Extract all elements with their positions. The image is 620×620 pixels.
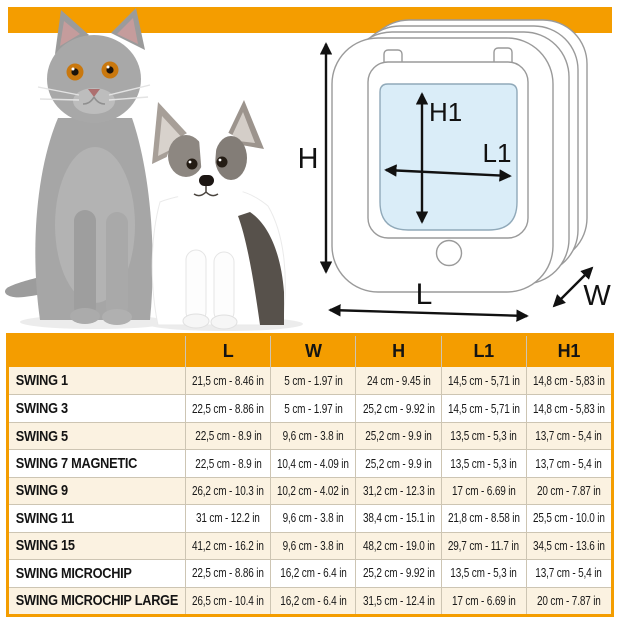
header-w: W: [270, 336, 355, 367]
table-row: SWING 9 26,2 cm - 10.3 in 10,2 cm - 4.02 …: [9, 476, 611, 505]
dimension-cell: 26,2 cm - 10.3 in: [185, 477, 270, 505]
dimensions-table: L W H L1 H1 SWING 1 21,5 cm - 8.46 in 5 c…: [6, 333, 614, 617]
dimension-cell: 14,8 cm - 5,83 in: [525, 395, 611, 422]
dimension-cell: 16,2 cm - 6.4 in: [270, 587, 355, 614]
label-l: L: [416, 278, 433, 311]
dimension-cell: 13,7 cm - 5,4 in: [525, 560, 611, 587]
dimension-cell: 41,2 cm - 16.2 in: [185, 532, 270, 560]
dimension-cell: 34,5 cm - 13.6 in: [525, 532, 611, 560]
label-h: H: [300, 143, 318, 175]
dimension-cell: 5 cm - 1.97 in: [270, 395, 355, 422]
dimension-cell: 13,5 cm - 5,3 in: [440, 450, 526, 477]
dimension-cell: 10,2 cm - 4.02 in: [270, 477, 355, 505]
header-l1: L1: [440, 336, 526, 367]
table-header-row: L W H L1 H1: [9, 336, 611, 367]
header-model: [9, 336, 185, 367]
table-row: SWING 15 41,2 cm - 16.2 in 9,6 cm - 3.8 i…: [9, 531, 611, 560]
dog-eye: [186, 158, 198, 170]
model-name-cell: SWING MICROCHIP LARGE: [15, 592, 179, 610]
header-l: L: [185, 336, 270, 367]
table-row: SWING 5 22,5 cm - 8.9 in 9,6 cm - 3.8 in 2…: [9, 421, 611, 450]
dimension-cell: 26,5 cm - 10.4 in: [185, 587, 270, 614]
dimension-arrow-l: [328, 304, 529, 322]
dog-illustration: [151, 100, 286, 330]
table-row: SWING MICROCHIP LARGE 26,5 cm - 10.4 in 1…: [9, 586, 611, 614]
cat-illustration: [4, 8, 153, 325]
dimension-cell: 13,5 cm - 5,3 in: [440, 422, 526, 450]
dimension-cell: 25,2 cm - 9.92 in: [355, 395, 440, 422]
dimension-arrow-w: [552, 266, 594, 308]
dimension-cell: 24 cm - 9.45 in: [355, 367, 440, 395]
hero-section: H H1 L1 L W: [4, 8, 611, 331]
dimension-cell: 20 cm - 7.87 in: [525, 587, 611, 614]
table-row: SWING 7 MAGNETIC 22,5 cm - 8.9 in 10,4 cm…: [9, 449, 611, 477]
table-row: SWING MICROCHIP 22,5 cm - 8.86 in 16,2 cm…: [9, 559, 611, 587]
dimension-cell: 25,2 cm - 9.9 in: [355, 422, 440, 450]
table-row: SWING 11 31 cm - 12.2 in 9,6 cm - 3.8 in 3…: [9, 504, 611, 532]
label-l1: L1: [483, 138, 512, 168]
dimension-cell: 13,7 cm - 5,4 in: [525, 422, 611, 450]
dimension-cell: 31 cm - 12.2 in: [185, 505, 270, 532]
label-w: W: [583, 280, 611, 312]
model-name-cell: SWING 7 MAGNETIC: [15, 455, 138, 473]
dimension-cell: 31,5 cm - 12.4 in: [355, 587, 440, 614]
dimension-cell: 14,8 cm - 5,83 in: [525, 367, 611, 395]
dimension-cell: 25,2 cm - 9.9 in: [355, 450, 440, 477]
dimension-cell: 31,2 cm - 12.3 in: [355, 477, 440, 505]
dimension-cell: 48,2 cm - 19.0 in: [355, 532, 440, 560]
dimension-cell: 17 cm - 6.69 in: [440, 477, 526, 505]
dimension-cell: 38,4 cm - 15.1 in: [355, 505, 440, 532]
dimension-cell: 20 cm - 7.87 in: [525, 477, 611, 505]
dimension-cell: 22,5 cm - 8.86 in: [185, 395, 270, 422]
model-name-cell: SWING 3: [15, 400, 68, 418]
pets-photo: [4, 8, 303, 331]
dimension-cell: 22,5 cm - 8.86 in: [185, 560, 270, 587]
model-name-cell: SWING 9: [15, 482, 68, 500]
dimension-cell: 22,5 cm - 8.9 in: [185, 422, 270, 450]
dimension-cell: 25,2 cm - 9.92 in: [355, 560, 440, 587]
table-row: SWING 1 21,5 cm - 8.46 in 5 cm - 1.97 in 2…: [9, 367, 611, 395]
dimension-cell: 13,7 cm - 5,4 in: [525, 450, 611, 477]
label-h1: H1: [429, 97, 462, 127]
dimension-cell: 21,8 cm - 8.58 in: [440, 505, 526, 532]
dimension-cell: 16,2 cm - 6.4 in: [270, 560, 355, 587]
dimension-cell: 9,6 cm - 3.8 in: [270, 532, 355, 560]
dimension-cell: 9,6 cm - 3.8 in: [270, 505, 355, 532]
table-row: SWING 3 22,5 cm - 8.86 in 5 cm - 1.97 in 2…: [9, 394, 611, 422]
flap-knob: [435, 239, 463, 267]
model-name-cell: SWING 15: [15, 537, 75, 555]
model-name-cell: SWING 11: [15, 509, 74, 527]
model-name-cell: SWING 5: [15, 427, 68, 445]
model-name-cell: SWING 1: [15, 372, 68, 390]
flap-diagram: H H1 L1 L W: [300, 19, 611, 322]
dimension-cell: 17 cm - 6.69 in: [440, 587, 526, 614]
dimension-cell: 14,5 cm - 5,71 in: [440, 395, 526, 422]
dog-eye: [216, 156, 228, 168]
dimension-cell: 21,5 cm - 8.46 in: [185, 367, 270, 395]
flap-window: [379, 83, 518, 231]
header-h1: H1: [525, 336, 611, 367]
dimension-cell: 10,4 cm - 4.09 in: [270, 450, 355, 477]
dimension-arrow-l1: [384, 164, 512, 182]
model-name-cell: SWING MICROCHIP: [15, 564, 132, 582]
dimension-cell: 14,5 cm - 5,71 in: [440, 367, 526, 395]
dimension-cell: 22,5 cm - 8.9 in: [185, 450, 270, 477]
dimension-cell: 25,5 cm - 10.0 in: [525, 505, 611, 532]
dimension-cell: 9,6 cm - 3.8 in: [270, 422, 355, 450]
cat-whiskers: [37, 84, 151, 101]
dimension-cell: 13,5 cm - 5,3 in: [440, 560, 526, 587]
header-h: H: [355, 336, 440, 367]
dimension-cell: 5 cm - 1.97 in: [270, 367, 355, 395]
dimension-cell: 29,7 cm - 11.7 in: [440, 532, 526, 560]
